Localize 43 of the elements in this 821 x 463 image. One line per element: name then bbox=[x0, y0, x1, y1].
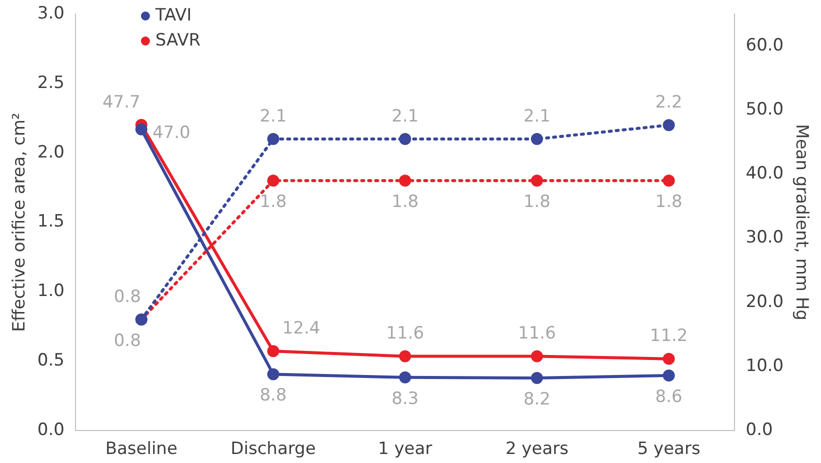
y-tick-label: 2.5 bbox=[37, 72, 64, 93]
data-label: 47.0 bbox=[152, 122, 190, 143]
y-tick-label: 2.0 bbox=[37, 142, 64, 162]
y-tick-label: 1.0 bbox=[37, 281, 64, 302]
x-tick-label: Baseline bbox=[105, 439, 178, 460]
legend-label: SAVR bbox=[155, 30, 201, 50]
data-label: 2.1 bbox=[260, 106, 287, 126]
y2-tick-label: 40.0 bbox=[746, 164, 784, 184]
x-tick-label: 1 year bbox=[378, 439, 432, 460]
y2-tick-label: 50.0 bbox=[746, 100, 784, 120]
y2-tick-label: 10.0 bbox=[746, 356, 784, 376]
data-label: 2.1 bbox=[392, 106, 419, 126]
y-tick-label: 0.0 bbox=[37, 420, 64, 440]
data-label: 11.6 bbox=[518, 324, 556, 344]
data-label: 11.2 bbox=[650, 326, 688, 346]
data-label: 8.2 bbox=[523, 389, 550, 410]
data-label: 1.8 bbox=[655, 192, 682, 212]
y2-tick-label: 30.0 bbox=[746, 228, 784, 248]
y2-tick-label: 0.0 bbox=[746, 420, 773, 440]
x-tick-label: Discharge bbox=[230, 439, 316, 460]
data-label: 8.3 bbox=[392, 388, 419, 409]
data-label: 8.6 bbox=[655, 386, 682, 407]
legend-label: TAVI bbox=[154, 5, 192, 26]
data-label: 1.8 bbox=[260, 192, 287, 212]
data-label: 1.8 bbox=[523, 192, 550, 212]
y-tick-label: 0.5 bbox=[37, 350, 64, 371]
y-axis-title: Effective orifice area, cm² bbox=[10, 112, 30, 332]
y2-tick-label: 60.0 bbox=[746, 35, 784, 56]
x-tick-label: 2 years bbox=[505, 439, 569, 460]
data-label: 1.8 bbox=[392, 192, 419, 212]
data-label: 11.6 bbox=[386, 324, 424, 344]
data-label: 8.8 bbox=[260, 386, 287, 406]
data-label: 0.8 bbox=[114, 330, 141, 351]
x-tick-label: 5 years bbox=[637, 439, 700, 460]
data-label: 47.7 bbox=[102, 92, 140, 112]
data-label: 0.8 bbox=[114, 286, 141, 307]
data-label: 2.1 bbox=[523, 106, 550, 126]
y-tick-label: 1.5 bbox=[37, 212, 64, 232]
y2-tick-label: 20.0 bbox=[746, 292, 784, 312]
y-tick-label: 3.0 bbox=[37, 3, 64, 24]
y2-axis-title: Mean gradient, mm Hg bbox=[791, 124, 812, 320]
data-label: 12.4 bbox=[282, 318, 320, 339]
data-label: 2.2 bbox=[655, 92, 682, 113]
